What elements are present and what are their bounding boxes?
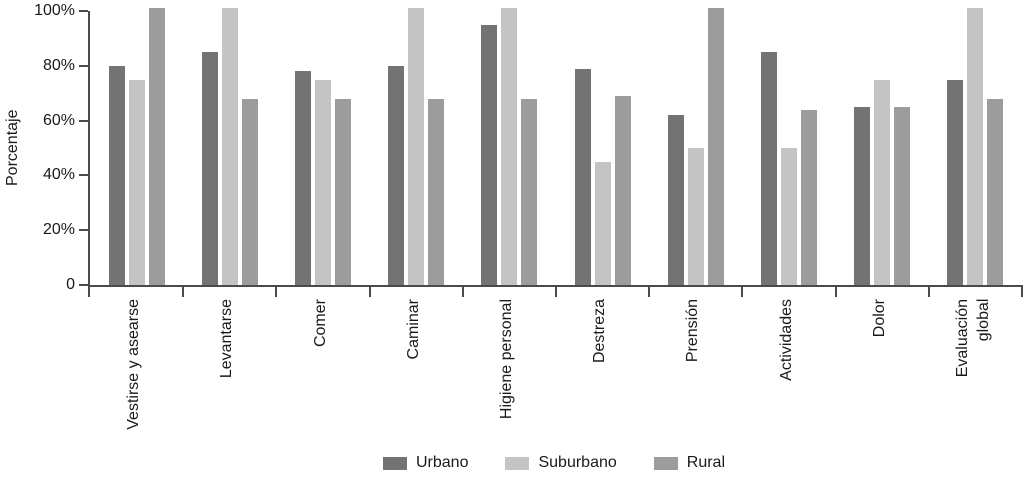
bar-suburbano (594, 161, 611, 285)
x-tick-mark (369, 285, 371, 297)
bar-group (556, 11, 649, 285)
bar-suburbano (687, 148, 704, 285)
bar-urbano (947, 79, 964, 285)
bar-suburbano (501, 8, 518, 285)
x-label-slot: Caminar (368, 299, 461, 449)
legend-swatch (653, 456, 678, 470)
bar-rural (148, 8, 165, 285)
bar-urbano (108, 65, 125, 285)
legend-swatch (505, 456, 530, 470)
bar-suburbano (967, 8, 984, 285)
bar-group (929, 8, 1022, 285)
x-tick-mark (182, 285, 184, 297)
x-category-label: Caminar (404, 299, 422, 360)
y-tick-label: 40% (42, 166, 75, 184)
bar-rural (521, 98, 538, 285)
y-tick-label: 80% (42, 56, 75, 74)
x-label-slot: Prensión (647, 299, 740, 449)
legend: Urbano Suburbano Rural (88, 452, 1020, 474)
x-tick-mark (741, 285, 743, 297)
bar-urbano (481, 24, 498, 285)
y-tick-label: 100% (34, 2, 75, 19)
y-tick-mark (79, 229, 88, 232)
x-category-label: Higiene personal (498, 299, 516, 420)
legend-item-suburbano: Suburbano (505, 454, 617, 472)
x-category-label: Comer (311, 299, 329, 348)
x-label-slot: Destreza (554, 299, 647, 449)
bar-suburbano (781, 148, 798, 285)
y-tick-mark (79, 284, 88, 286)
x-category-label: Evaluación global (953, 299, 992, 378)
bar-rural (987, 98, 1004, 285)
legend-item-urbano: Urbano (382, 454, 469, 472)
bar-group (836, 11, 929, 285)
y-tick-mark (79, 119, 88, 122)
x-tick-mark (88, 285, 90, 297)
y-tick-mark (79, 64, 88, 67)
legend-swatch (382, 456, 407, 470)
plot-area (88, 8, 1023, 297)
y-tick-mark (79, 174, 88, 177)
x-label-slot: Higiene personal (461, 299, 554, 449)
x-tick-mark (462, 285, 464, 297)
bar-group (742, 11, 835, 285)
bar-group (463, 8, 556, 285)
y-tick-label: 0 (66, 276, 75, 293)
x-axis-labels: Vestirse y asearse Levantarse Comer Caminar… (88, 299, 1020, 449)
bar-group (276, 11, 369, 285)
x-label-slot: Levantarse (181, 299, 274, 449)
x-tick-mark (648, 285, 650, 297)
y-tick-label: 20% (42, 221, 75, 239)
x-tick-mark (555, 285, 557, 297)
bars-container (90, 8, 1022, 285)
bar-rural (801, 109, 818, 285)
bar-urbano (388, 65, 405, 285)
bar-suburbano (221, 8, 238, 285)
x-category-label: Vestirse y asearse (125, 299, 143, 430)
x-tick-mark (835, 285, 837, 297)
bar-rural (428, 98, 445, 285)
legend-item-rural: Rural (653, 454, 725, 472)
bar-rural (241, 98, 258, 285)
x-label-slot: Vestirse y asearse (88, 299, 181, 449)
bar-rural (894, 106, 911, 285)
bar-suburbano (408, 8, 425, 285)
y-axis: 100% 80% 60% 40% 20% 0 (0, 2, 88, 293)
bar-suburbano (128, 79, 145, 285)
x-category-label: Levantarse (218, 299, 236, 379)
x-category-label: Dolor (870, 299, 888, 338)
bar-rural (707, 8, 724, 285)
x-label-slot: Dolor (834, 299, 927, 449)
x-tick-mark (275, 285, 277, 297)
legend-label: Rural (686, 454, 725, 471)
bar-group (649, 8, 742, 285)
x-category-label: Prensión (684, 299, 702, 363)
x-label-slot: Evaluación global (927, 299, 1020, 449)
bar-urbano (201, 52, 218, 285)
x-tick-mark (1021, 285, 1023, 297)
x-tick-mark (928, 285, 930, 297)
legend-label: Urbano (415, 454, 469, 471)
bar-rural (614, 95, 631, 285)
bar-urbano (667, 115, 684, 285)
bar-suburbano (874, 79, 891, 285)
bar-rural (335, 98, 351, 285)
y-tick-mark (79, 10, 88, 12)
bar-urbano (295, 71, 311, 285)
bar-urbano (854, 106, 871, 285)
bar-suburbano (315, 79, 331, 285)
y-tick-label: 60% (42, 111, 75, 129)
bar-group (370, 8, 463, 285)
x-label-slot: Actividades (740, 299, 833, 449)
x-category-label: Destreza (591, 299, 609, 364)
x-category-label: Actividades (777, 299, 795, 381)
x-label-slot: Comer (274, 299, 367, 449)
bar-urbano (761, 52, 778, 285)
bar-group (90, 8, 183, 285)
bar-group (183, 8, 276, 285)
bar-urbano (574, 68, 591, 285)
legend-label: Suburbano (538, 454, 617, 471)
